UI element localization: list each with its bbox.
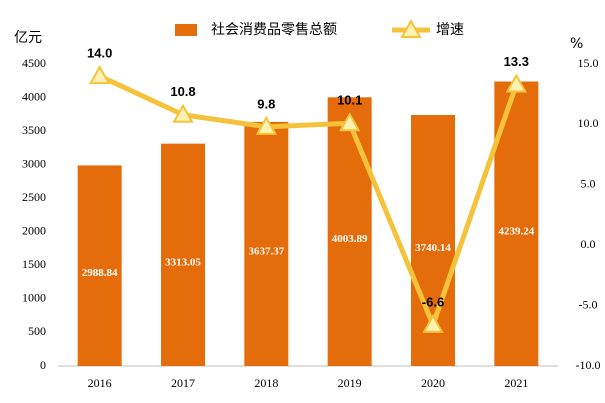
bar-value-label: 4003.89 xyxy=(332,233,368,245)
line xyxy=(98,73,519,328)
line-marker xyxy=(255,115,278,135)
y-tick-label: 1500 xyxy=(22,257,46,271)
x-tick-label: 2021 xyxy=(504,376,528,390)
bar-value-label: 2988.84 xyxy=(82,267,118,279)
legend-label: 增速 xyxy=(436,22,464,38)
y2-tick-label: 10.0 xyxy=(578,116,599,130)
x-tick-label: 2018 xyxy=(254,376,278,390)
line-value-label: 9.8 xyxy=(257,96,275,111)
y2-axis-label: % xyxy=(570,36,583,52)
line-marker xyxy=(172,103,194,123)
bar-value-label: 3313.05 xyxy=(165,256,201,268)
line-value-label: 14.0 xyxy=(87,46,112,61)
y-tick-label: 3500 xyxy=(22,123,46,137)
x-tick-label: 2017 xyxy=(171,376,195,390)
line-marker xyxy=(422,313,444,333)
y-tick-label: 0 xyxy=(40,358,46,372)
y2-tick-label: -5.0 xyxy=(579,297,598,311)
line-value-label: 13.3 xyxy=(504,54,529,69)
bar xyxy=(327,97,372,366)
line-value-label: 10.8 xyxy=(170,84,195,99)
line-value-label: -6.6 xyxy=(422,294,444,309)
y-tick-label: 2000 xyxy=(22,224,46,238)
line-marker xyxy=(338,112,361,132)
bar xyxy=(244,121,289,366)
legend-marker xyxy=(400,18,422,38)
bar-value-label: 3740.14 xyxy=(415,242,451,254)
x-tick-label: 2016 xyxy=(88,376,112,390)
bar-value-label: 4239.24 xyxy=(498,225,534,237)
bar xyxy=(77,165,122,366)
y2-tick-label: 15.0 xyxy=(578,56,599,70)
legend-label: 社会消费品零售总额 xyxy=(211,22,337,38)
y-tick-label: 2500 xyxy=(22,190,46,204)
x-tick-label: 2020 xyxy=(421,376,445,390)
y-tick-label: 500 xyxy=(28,324,46,338)
y-axis-label: 亿元 xyxy=(14,30,42,46)
line-value-label: 10.1 xyxy=(337,93,362,108)
y-tick-label: 4500 xyxy=(22,56,46,70)
y-tick-label: 3000 xyxy=(22,156,46,170)
y2-tick-label: 0.0 xyxy=(581,237,596,251)
line-marker xyxy=(88,65,111,85)
y2-tick-label: -10.0 xyxy=(576,358,601,372)
x-tick-label: 2019 xyxy=(338,376,362,390)
y2-tick-label: 5.0 xyxy=(581,177,596,191)
bar-value-label: 3637.37 xyxy=(248,245,284,257)
bar xyxy=(161,143,205,366)
legend-swatch xyxy=(175,24,197,36)
y-tick-label: 4000 xyxy=(22,89,46,103)
y-tick-label: 1000 xyxy=(22,291,46,305)
line-marker xyxy=(505,73,528,93)
